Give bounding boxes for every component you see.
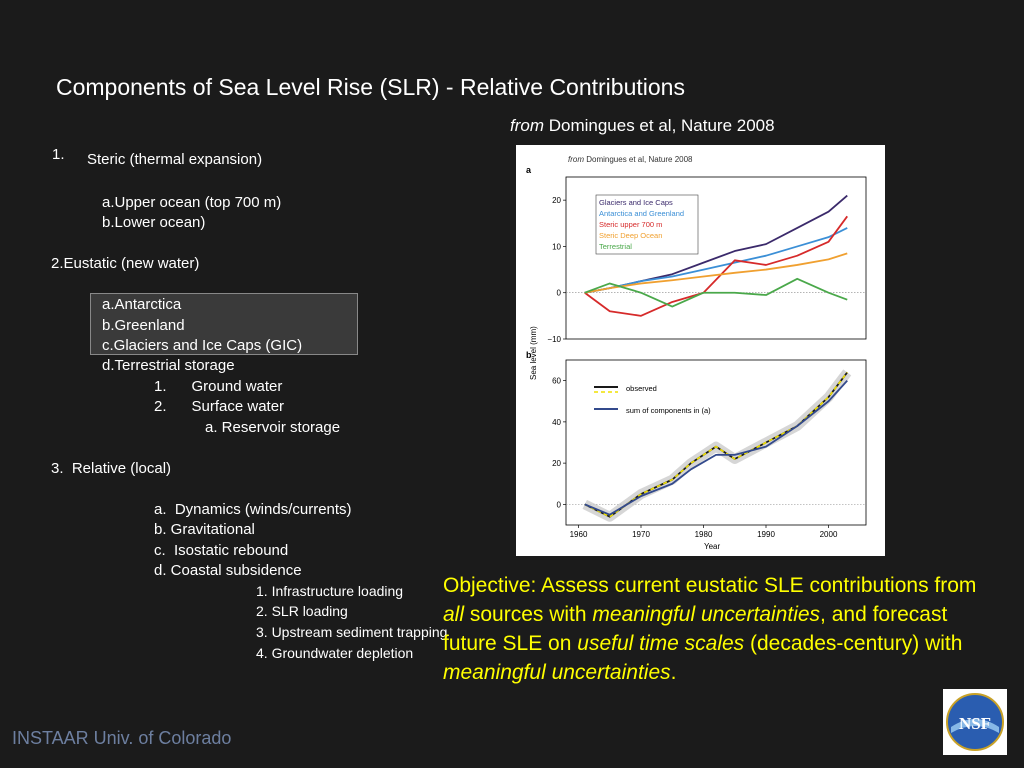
series-line <box>584 227 848 294</box>
section-1-number: 1. <box>52 146 65 163</box>
legend-entry: Terrestrial <box>599 242 632 251</box>
legend-entry: observed <box>626 384 657 393</box>
y-tick-label: 20 <box>552 459 561 468</box>
section-2-title: 2.Eustatic (new water) <box>51 255 200 272</box>
outline-item: d.Terrestrial storage <box>102 357 235 374</box>
y-tick-label: 0 <box>557 500 562 509</box>
panel-a-label: a <box>526 165 532 175</box>
outline-item: b.Greenland <box>102 317 185 334</box>
series-line <box>584 277 848 308</box>
panel-b: 0 20 40 60 1960 1970 1980 1990 2000 observed sum o… <box>552 359 867 539</box>
outline-item: c. Isostatic rebound <box>154 542 289 559</box>
y-tick-label: −10 <box>547 335 561 344</box>
panel-b-label: b <box>526 350 532 360</box>
outline-item: a.Antarctica <box>102 296 182 313</box>
nsf-logo-text: NSF <box>959 714 991 733</box>
outline-item: a. Reservoir storage <box>205 419 341 436</box>
section-1-title: Steric (thermal expansion) <box>87 151 263 168</box>
outline-item: 2. SLR loading <box>256 603 348 619</box>
x-tick-label: 1980 <box>695 530 713 539</box>
outline-item: b. Gravitational <box>154 521 255 538</box>
y-tick-label: 40 <box>552 418 561 427</box>
outline-item: d. Coastal subsidence <box>154 562 302 579</box>
y-tick-label: 60 <box>552 377 561 386</box>
panel-a: −10 0 10 20 Glaciers and Ice Caps Antarctica … <box>547 176 867 344</box>
series-dash <box>584 371 848 518</box>
x-tick-label: 1990 <box>757 530 775 539</box>
plot-frame <box>565 359 867 526</box>
figure-caption: from Domingues et al, Nature 2008 <box>568 155 693 164</box>
outline-item: b.Lower ocean) <box>102 214 206 231</box>
slide-title: Components of Sea Level Rise (SLR) - Rel… <box>56 74 685 100</box>
outline-item: 1. Infrastructure loading <box>256 583 404 599</box>
outline-item: 4. Groundwater depletion <box>256 645 414 661</box>
y-tick-label: 20 <box>552 196 561 205</box>
objective-text: Objective: Assess current eustatic SLE c… <box>443 574 977 684</box>
legend-entry: Steric Deep Ocean <box>599 231 662 240</box>
sea-level-chart: from Domingues et al, Nature 2008 a b Se… <box>526 155 867 551</box>
legend-entry: Steric upper 700 m <box>599 220 662 229</box>
outline-item: 1. Ground water <box>154 378 283 395</box>
x-tick-label: 1970 <box>632 530 650 539</box>
legend-box <box>595 194 699 255</box>
series-line <box>584 252 848 294</box>
outline-item: a. Dynamics (winds/currents) <box>154 501 352 518</box>
sea-level-figure: from Domingues et al, Nature 2008 a b Se… <box>516 145 885 556</box>
legend-entry: Glaciers and Ice Caps <box>599 198 673 207</box>
y-axis-label: Sea level (mm) <box>529 326 538 380</box>
y-tick-label: 0 <box>557 289 562 298</box>
footer-institution: INSTAAR Univ. of Colorado <box>12 728 232 748</box>
legend-entry: Antarctica and Greenland <box>599 209 684 218</box>
plot-frame <box>565 176 867 340</box>
source-citation: from Domingues et al, Nature 2008 <box>510 116 775 135</box>
nsf-logo: NSF <box>943 689 1007 755</box>
outline-item: a.Upper ocean (top 700 m) <box>102 194 282 211</box>
outline-item: 2. Surface water <box>154 398 285 415</box>
x-tick-label: 1960 <box>570 530 588 539</box>
eustatic-highlight-box <box>90 293 358 355</box>
outline-item: c.Glaciers and Ice Caps (GIC) <box>102 337 303 354</box>
legend-entry: sum of components in (a) <box>626 406 711 415</box>
section-3-title: 3. Relative (local) <box>51 460 172 477</box>
outline-item: 3. Upstream sediment trapping <box>256 624 448 640</box>
series-line <box>584 380 848 516</box>
uncertainty-band <box>582 369 852 522</box>
series-line <box>584 215 848 317</box>
x-axis-label: Year <box>704 542 721 551</box>
y-tick-label: 10 <box>552 242 561 251</box>
x-tick-label: 2000 <box>820 530 838 539</box>
